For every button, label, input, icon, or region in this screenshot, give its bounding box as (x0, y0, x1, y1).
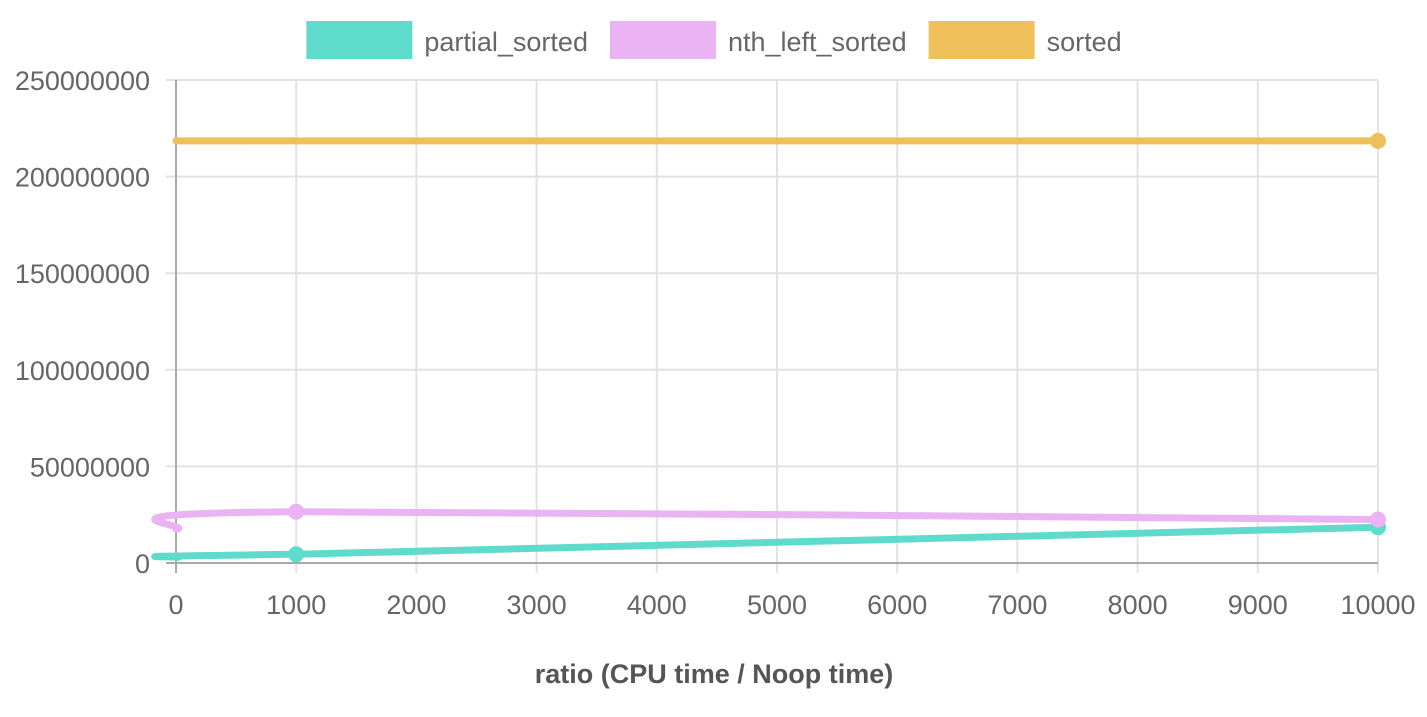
y-tick-label: 250000000 (15, 66, 150, 96)
x-tick-label: 4000 (627, 590, 687, 620)
legend-label: sorted (1047, 27, 1122, 57)
legend-swatch (609, 21, 716, 59)
x-tick-label: 10000 (1340, 590, 1415, 620)
legend-label: partial_sorted (424, 27, 588, 57)
axes: 0 1000 2000 3000 4000 5000 6000 7000 8000 9000 100… (15, 66, 1416, 620)
x-tick-label: 0 (168, 590, 183, 620)
legend[interactable]: partial_sorted nth_left_sorted sorted (306, 21, 1122, 59)
legend-item-partial_sorted[interactable]: partial_sorted (306, 21, 588, 59)
x-axis-title: ratio (CPU time / Noop time) (535, 659, 894, 689)
data-point-nth_left_sorted[interactable] (1370, 511, 1386, 528)
series-line-nth_left_sorted[interactable] (151, 508, 1382, 533)
x-tick-label: 1000 (266, 590, 326, 620)
x-tick-label: 2000 (386, 590, 446, 620)
y-tick-label: 100000000 (15, 356, 150, 386)
series-line-partial_sorted[interactable] (151, 523, 1382, 561)
legend-item-sorted[interactable]: sorted (928, 21, 1122, 59)
grid (166, 79, 1379, 573)
x-tick-label: 8000 (1108, 590, 1168, 620)
x-tick-label: 7000 (987, 590, 1047, 620)
data-point-sorted[interactable] (1370, 132, 1386, 149)
x-tick-label: 3000 (507, 590, 567, 620)
x-tick-label: 9000 (1228, 590, 1288, 620)
series (151, 132, 1386, 563)
y-tick-label: 150000000 (15, 259, 150, 289)
y-tick-label: 200000000 (15, 163, 150, 193)
legend-item-nth_left_sorted[interactable]: nth_left_sorted (609, 21, 907, 59)
x-tick-label: 5000 (747, 590, 807, 620)
data-point-nth_left_sorted[interactable] (288, 503, 305, 520)
legend-swatch (306, 21, 413, 59)
y-tick-label: 0 (135, 549, 150, 579)
legend-swatch (928, 21, 1035, 59)
x-tick-label: 6000 (867, 590, 927, 620)
data-point-partial_sorted[interactable] (288, 546, 305, 563)
y-tick-label: 50000000 (30, 452, 150, 482)
legend-label: nth_left_sorted (728, 27, 907, 57)
